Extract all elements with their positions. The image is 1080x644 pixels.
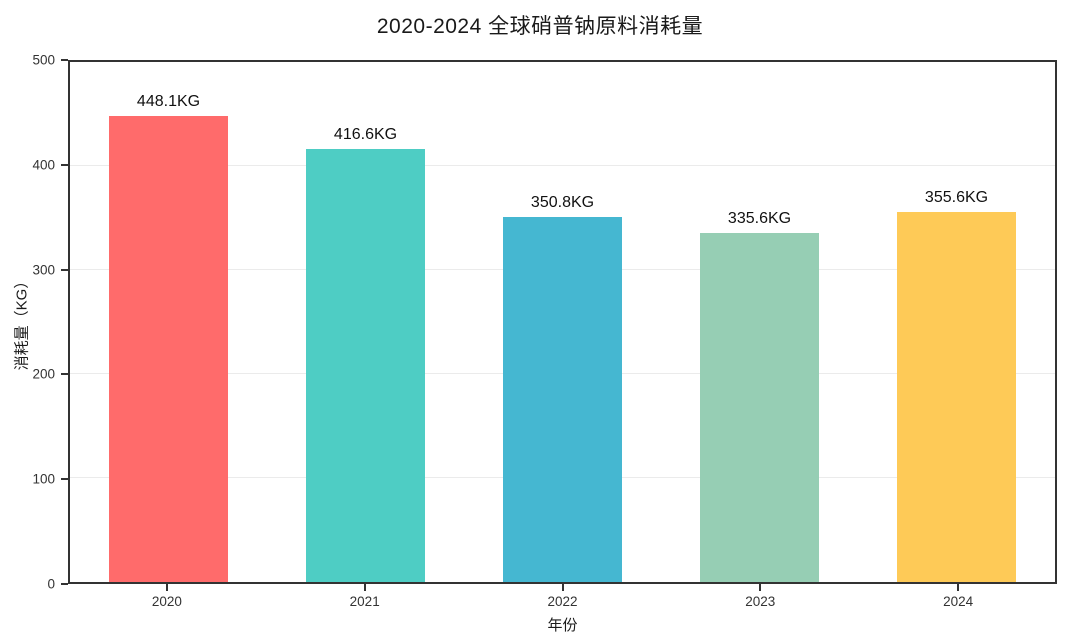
y-tick-label-400: 400	[32, 157, 55, 173]
bar-value-label-2021: 416.6KG	[333, 125, 398, 143]
bar-slot-2020: 448.1KG	[70, 62, 267, 582]
x-tick-label-2021: 2021	[349, 594, 380, 609]
y-tick-mark-100	[61, 478, 68, 481]
bar-value-label-2022: 350.8KG	[530, 194, 595, 212]
x-axis-label: 年份	[547, 617, 578, 634]
gridline-400	[70, 164, 1055, 166]
bar-slot-2024: 355.6KG	[858, 62, 1055, 582]
bar-2023	[699, 232, 820, 582]
y-tick-mark-200	[61, 373, 68, 376]
y-tick-label-300: 300	[32, 262, 55, 278]
x-tick-label-2020: 2020	[151, 594, 182, 609]
y-tick-label-200: 200	[32, 366, 55, 382]
y-tick-mark-500	[61, 59, 68, 61]
bar-slot-2023: 335.6KG	[661, 62, 858, 582]
bar-slot-2021: 416.6KG	[267, 62, 464, 582]
bar-2024	[896, 212, 1017, 582]
bar-2020	[108, 115, 229, 582]
x-tick-mark-2021	[363, 584, 366, 591]
plot-area: 448.1KG 416.6KG 350.8KG 335.6KG 355.6KG	[68, 60, 1057, 584]
y-tick-mark-300	[61, 268, 68, 271]
bar-2021	[305, 148, 426, 582]
y-axis: 0 100 200 300 400 500	[0, 53, 68, 592]
bar-slot-2022: 350.8KG	[464, 62, 661, 582]
x-tick-mark-2020	[165, 584, 168, 591]
y-tick-label-500: 500	[32, 52, 55, 68]
bar-2022	[502, 217, 623, 582]
x-tick-label-2022: 2022	[547, 594, 578, 609]
y-tick-label-100: 100	[32, 471, 55, 487]
x-tick-mark-2022	[561, 584, 564, 591]
bar-value-label-2020: 448.1KG	[136, 92, 201, 110]
bars-container: 448.1KG 416.6KG 350.8KG 335.6KG 355.6KG	[70, 62, 1055, 582]
y-tick-label-0: 0	[47, 576, 55, 592]
y-tick-mark-400	[61, 163, 68, 166]
x-tick-label-2024: 2024	[943, 594, 974, 609]
chart-title: 2020-2024 全球硝普钠原料消耗量	[376, 15, 704, 38]
x-tick-mark-2023	[759, 584, 762, 591]
x-tick-label-2023: 2023	[745, 594, 776, 609]
x-axis: 2020 2021 2022 2023 2024	[68, 584, 1057, 618]
bar-value-label-2023: 335.6KG	[727, 209, 792, 227]
bar-value-label-2024: 355.6KG	[924, 189, 989, 207]
y-tick-mark-0	[61, 583, 68, 585]
x-tick-mark-2024	[957, 584, 960, 591]
